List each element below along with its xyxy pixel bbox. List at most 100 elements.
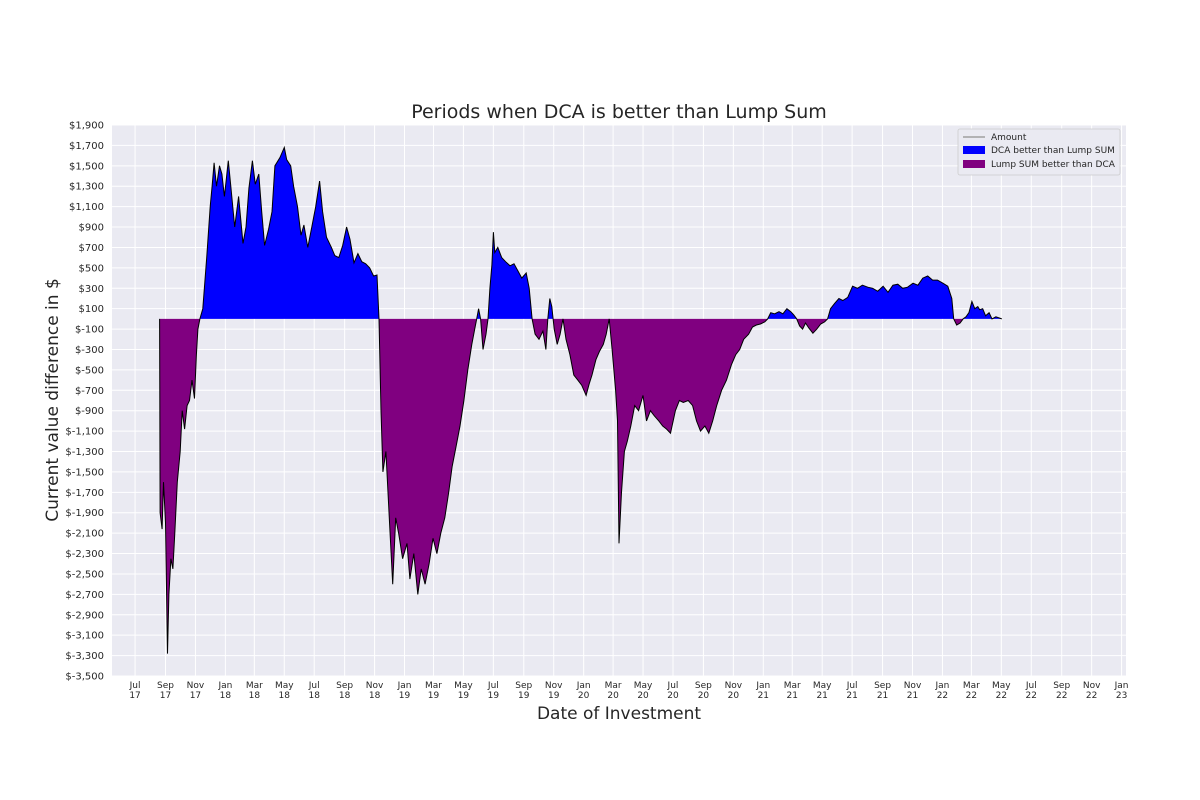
x-tick-year: 23 bbox=[1116, 691, 1127, 701]
x-tick-month: Jan bbox=[397, 681, 412, 691]
x-tick-year: 19 bbox=[518, 691, 530, 701]
x-tick-year: 18 bbox=[308, 691, 320, 701]
x-tick-month: Jan bbox=[1114, 681, 1129, 691]
x-tick-year: 20 bbox=[698, 691, 710, 701]
x-tick-year: 17 bbox=[129, 691, 140, 701]
x-tick-month: Nov bbox=[545, 681, 563, 691]
y-tick-label: $-2,700 bbox=[65, 590, 104, 601]
x-tick-year: 21 bbox=[877, 691, 888, 701]
x-tick-year: 21 bbox=[816, 691, 827, 701]
x-tick-month: Mar bbox=[425, 681, 442, 691]
y-tick-label: $-1,500 bbox=[65, 467, 104, 478]
lump-sum-better-area bbox=[532, 318, 548, 350]
y-tick-label: $300 bbox=[79, 284, 104, 295]
x-tick-month: Jul bbox=[129, 681, 141, 691]
x-tick-month: Mar bbox=[784, 681, 801, 691]
x-tick-month: Nov bbox=[187, 681, 205, 691]
lump-sum-better-area bbox=[553, 318, 563, 345]
legend-amount-label: Amount bbox=[991, 133, 1027, 143]
x-tick-year: 22 bbox=[996, 691, 1007, 701]
x-tick-month: May bbox=[992, 681, 1011, 691]
x-tick-year: 18 bbox=[369, 691, 381, 701]
x-tick-month: Mar bbox=[963, 681, 980, 691]
x-tick-month: May bbox=[813, 681, 832, 691]
x-tick-month: Nov bbox=[725, 681, 743, 691]
x-tick-year: 19 bbox=[458, 691, 470, 701]
x-tick-year: 20 bbox=[637, 691, 649, 701]
lump-sum-better-area bbox=[159, 318, 200, 654]
x-tick-month: May bbox=[454, 681, 473, 691]
y-tick-label: $-3,100 bbox=[65, 631, 104, 642]
y-tick-label: $900 bbox=[79, 223, 104, 234]
x-tick-year: 22 bbox=[1056, 691, 1067, 701]
x-tick-year: 20 bbox=[578, 691, 590, 701]
x-tick-month: Sep bbox=[157, 681, 174, 691]
lump-sum-better-area bbox=[563, 318, 610, 396]
x-tick-year: 22 bbox=[937, 691, 948, 701]
y-tick-label: $700 bbox=[79, 243, 104, 254]
x-tick-year: 22 bbox=[1086, 691, 1097, 701]
x-tick-month: Jan bbox=[576, 681, 591, 691]
x-tick-month: Sep bbox=[336, 681, 353, 691]
legend: Amount DCA better than Lump SUM Lump SUM… bbox=[957, 128, 1121, 176]
dca-better-area bbox=[488, 232, 533, 319]
y-tick-label: $-2,100 bbox=[65, 529, 104, 540]
y-tick-label: $-2,500 bbox=[65, 569, 104, 580]
y-axis-ticks: $1,900 $1,700 $1,500 $1,300 $1,100 $900 $700 $5… bbox=[65, 121, 104, 683]
x-tick-month: Nov bbox=[1083, 681, 1101, 691]
x-tick-year: 18 bbox=[220, 691, 232, 701]
x-axis-label: Date of Investment bbox=[537, 704, 701, 724]
x-tick-month: Nov bbox=[366, 681, 384, 691]
x-tick-month: Jan bbox=[755, 681, 770, 691]
x-tick-year: 17 bbox=[160, 691, 171, 701]
y-tick-label: $-1,700 bbox=[65, 488, 104, 499]
legend-lump-swatch bbox=[963, 160, 985, 168]
x-tick-month: Sep bbox=[695, 681, 712, 691]
x-tick-month: May bbox=[634, 681, 653, 691]
x-tick-year: 19 bbox=[428, 691, 440, 701]
x-tick-year: 21 bbox=[846, 691, 857, 701]
x-tick-year: 19 bbox=[548, 691, 560, 701]
x-tick-month: Jul bbox=[846, 681, 858, 691]
y-tick-label: $-700 bbox=[75, 386, 104, 397]
y-axis-label: Current value difference in $ bbox=[43, 278, 63, 522]
x-tick-year: 18 bbox=[279, 691, 291, 701]
y-tick-label: $-500 bbox=[75, 365, 104, 376]
x-tick-month: Jul bbox=[1025, 681, 1037, 691]
x-tick-month: Jul bbox=[308, 681, 320, 691]
x-tick-month: Sep bbox=[874, 681, 891, 691]
legend-box bbox=[957, 128, 1121, 176]
x-tick-month: Jul bbox=[487, 681, 499, 691]
y-tick-label: $-1,300 bbox=[65, 447, 104, 458]
amount-line bbox=[159, 145, 1002, 654]
y-tick-label: $-2,300 bbox=[65, 549, 104, 560]
legend-dca-label: DCA better than Lump SUM bbox=[991, 146, 1115, 156]
y-tick-label: $-1,900 bbox=[65, 508, 104, 519]
x-tick-year: 21 bbox=[758, 691, 769, 701]
legend-lump-label: Lump SUM better than DCA bbox=[991, 160, 1116, 170]
x-tick-year: 22 bbox=[966, 691, 977, 701]
x-axis-ticks: Jul17Sep17Nov17Jan18Mar18May18Jul18Sep18… bbox=[129, 681, 1129, 701]
y-tick-label: $-2,900 bbox=[65, 610, 104, 621]
y-tick-label: $1,100 bbox=[69, 202, 104, 213]
y-tick-label: $500 bbox=[79, 263, 104, 274]
y-tick-label: $1,700 bbox=[69, 141, 104, 152]
lump-sum-better-area bbox=[379, 318, 477, 595]
y-tick-label: $100 bbox=[79, 304, 104, 315]
dca-better-area bbox=[547, 298, 554, 319]
y-tick-label: $-3,300 bbox=[65, 651, 104, 662]
legend-dca-swatch bbox=[963, 146, 985, 154]
x-tick-year: 20 bbox=[607, 691, 619, 701]
chart-title: Periods when DCA is better than Lump Sum bbox=[411, 101, 827, 123]
x-tick-month: Jan bbox=[935, 681, 950, 691]
x-tick-month: Nov bbox=[904, 681, 922, 691]
y-tick-label: $-1,100 bbox=[65, 427, 104, 438]
x-tick-year: 21 bbox=[787, 691, 798, 701]
lump-sum-better-area bbox=[796, 318, 828, 334]
x-tick-year: 20 bbox=[728, 691, 740, 701]
x-tick-year: 22 bbox=[1026, 691, 1037, 701]
y-tick-label: $-300 bbox=[75, 345, 104, 356]
y-tick-label: $1,300 bbox=[69, 182, 104, 193]
x-tick-month: Jul bbox=[667, 681, 679, 691]
